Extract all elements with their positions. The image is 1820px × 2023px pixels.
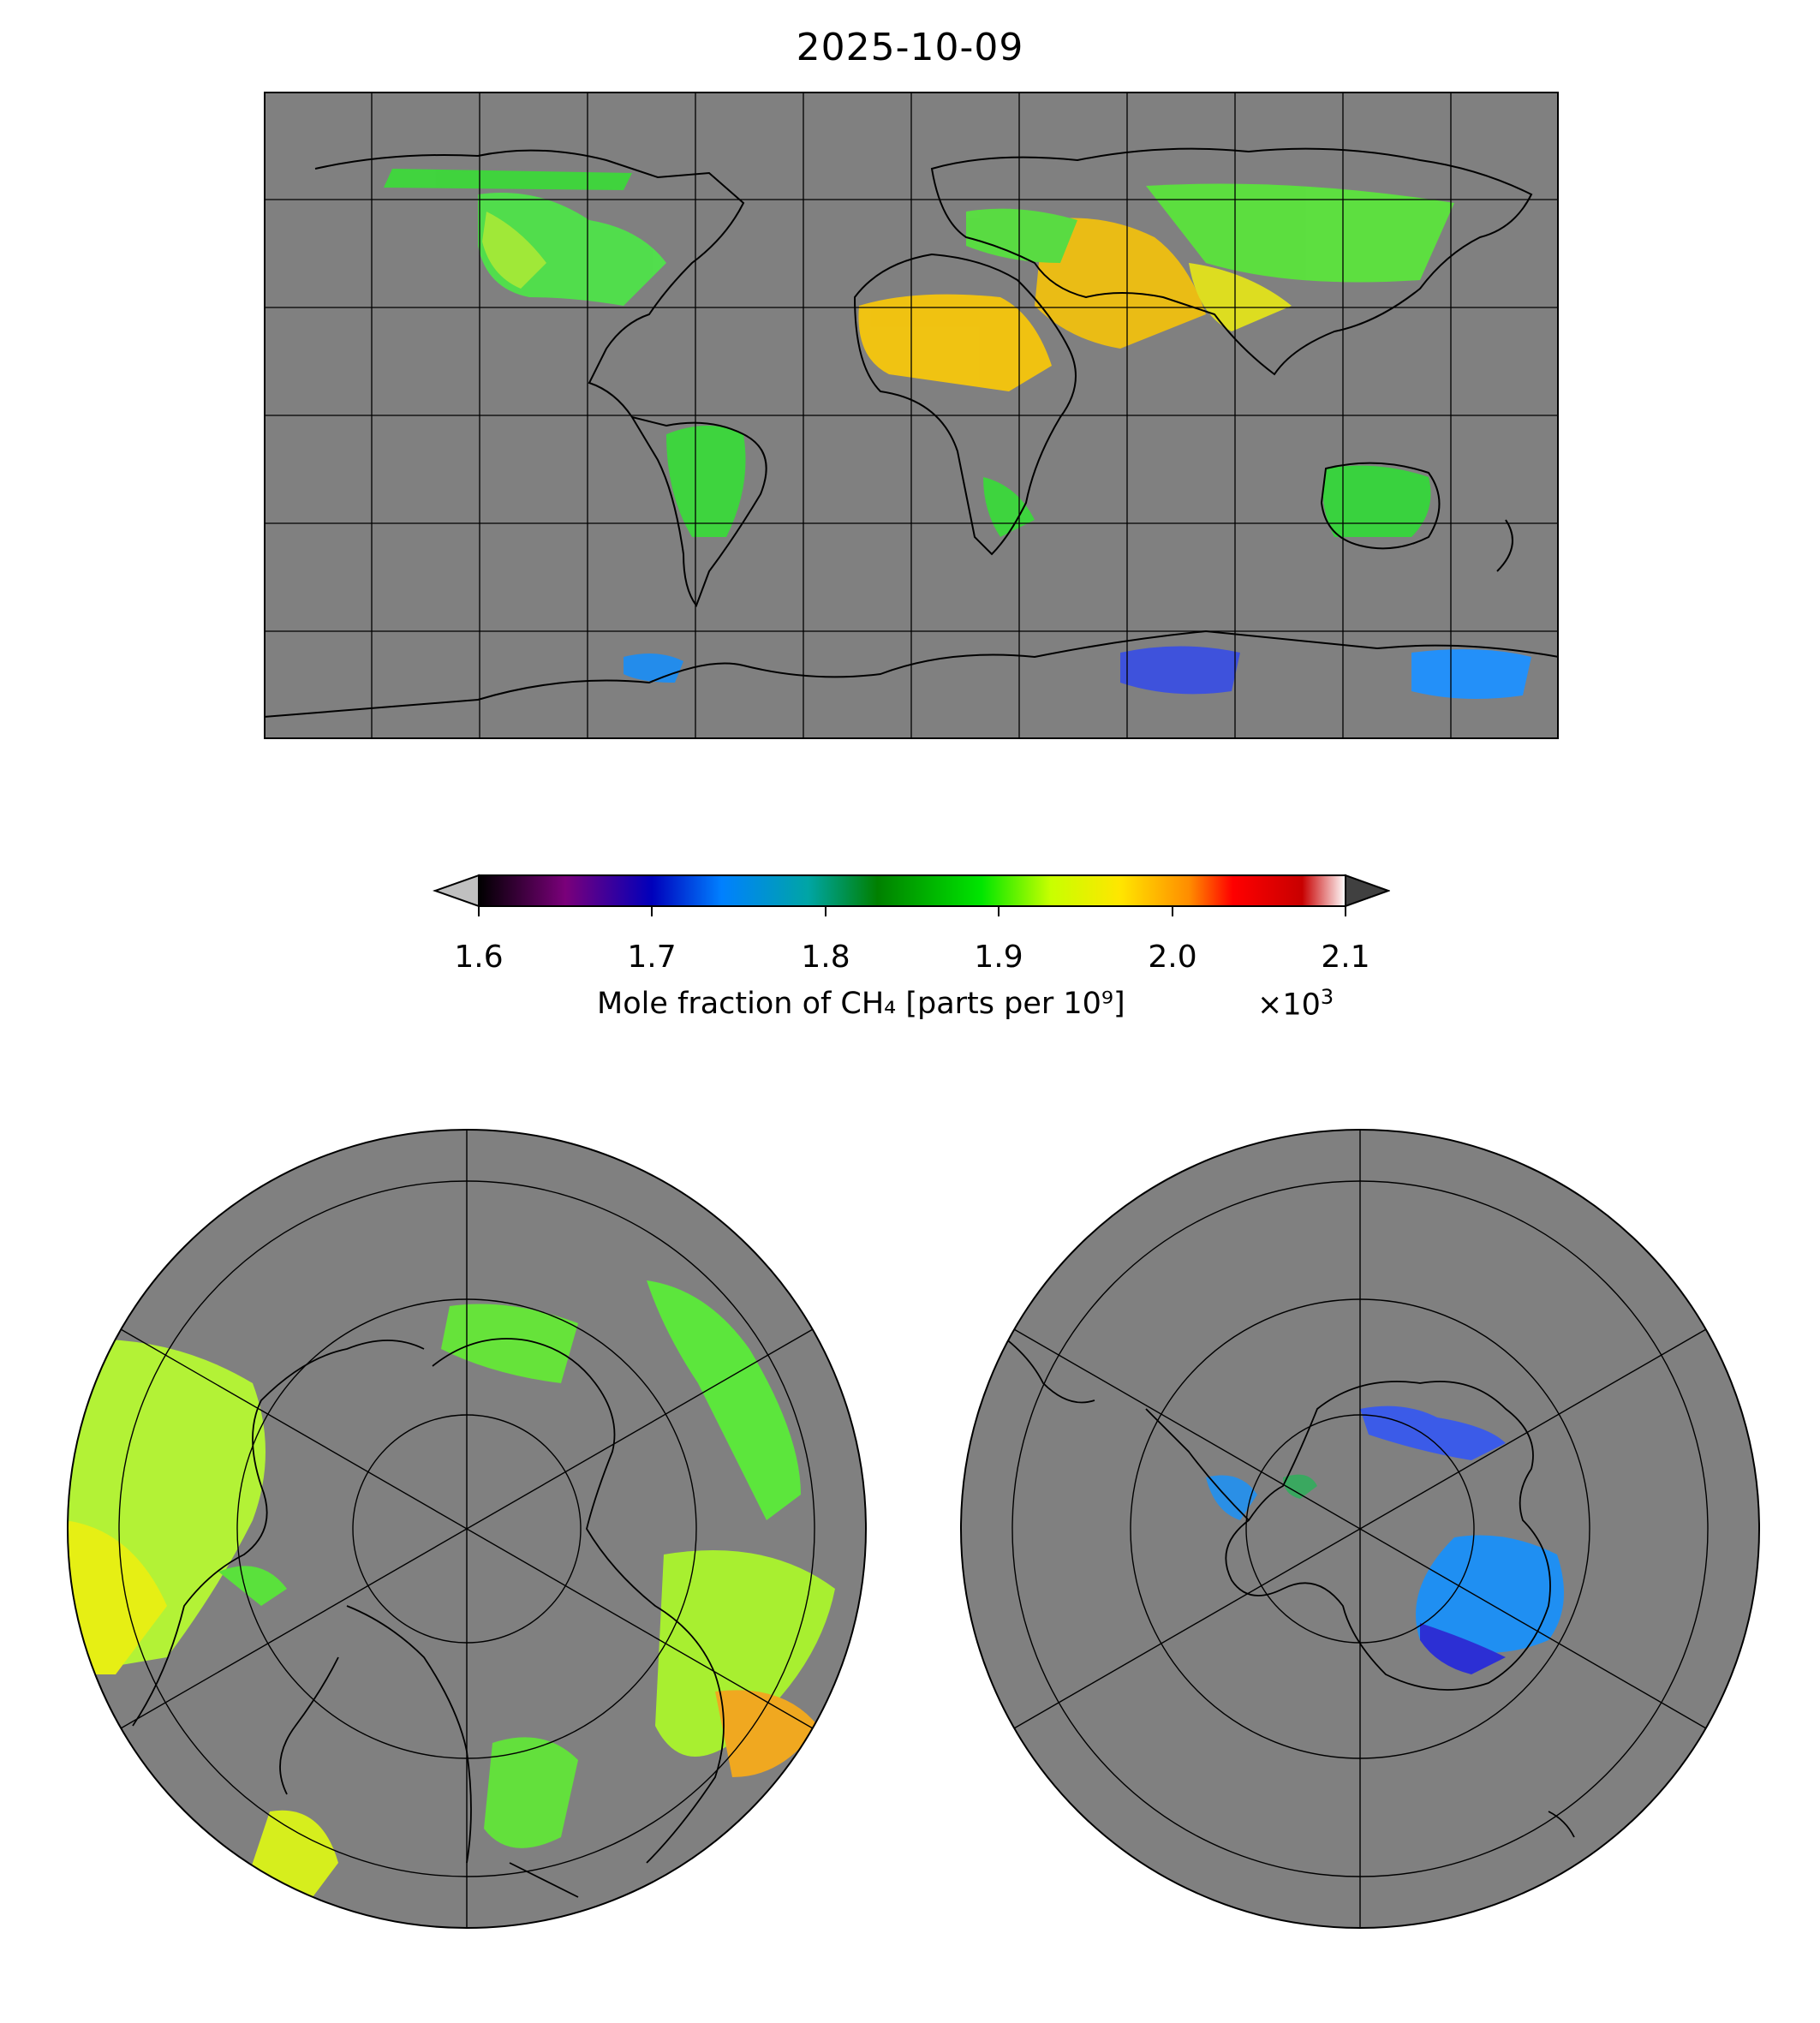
colorbar-tick-2: 1.7 xyxy=(627,940,677,975)
coastlines xyxy=(132,1338,725,1898)
graticule xyxy=(264,92,1559,739)
antarctica-patch-1 xyxy=(1120,646,1240,695)
colorbar-label: Mole fraction of CH₄ [parts per 10⁹] xyxy=(597,987,1125,1021)
south-america-patch xyxy=(666,426,746,537)
map-frame xyxy=(264,92,1559,739)
ch4-data-layer xyxy=(384,169,1531,699)
australia-patch xyxy=(1322,465,1431,537)
africa-south-patch xyxy=(983,477,1035,537)
canada-strip xyxy=(384,169,632,190)
colorbar-tick-4: 1.9 xyxy=(974,940,1023,975)
north-america-yellow-patch xyxy=(482,212,546,289)
map-frame xyxy=(67,1129,867,1929)
graticule xyxy=(118,1130,815,1928)
colorbar-under-arrow xyxy=(432,874,480,908)
colorbar-tick-5: 2.0 xyxy=(1148,940,1197,975)
antarctica-patch-2 xyxy=(1411,649,1531,699)
colorbar-tick-1: 1.6 xyxy=(454,940,504,975)
colorbar-over-arrow xyxy=(1345,874,1390,908)
ch4-data-layer xyxy=(1206,1405,1564,1674)
colorbar-tick-3: 1.8 xyxy=(801,940,850,975)
colorbar-multiplier: ×103 xyxy=(1257,985,1334,1023)
graticule xyxy=(1011,1130,1709,1928)
world-map xyxy=(264,92,1559,739)
colorbar-gradient xyxy=(478,874,1346,907)
north-polar-map xyxy=(67,1129,867,1929)
colorbar xyxy=(432,874,1390,916)
colorbar-tick-6: 2.1 xyxy=(1321,940,1370,975)
europe-patch xyxy=(966,208,1077,263)
asia-strip xyxy=(1146,183,1454,283)
sahara-patch xyxy=(858,294,1052,391)
south-polar-map xyxy=(960,1129,1760,1929)
middle-east-patch xyxy=(1035,218,1206,349)
map-frame xyxy=(960,1129,1760,1929)
map-title: 2025-10-09 xyxy=(796,26,1024,69)
